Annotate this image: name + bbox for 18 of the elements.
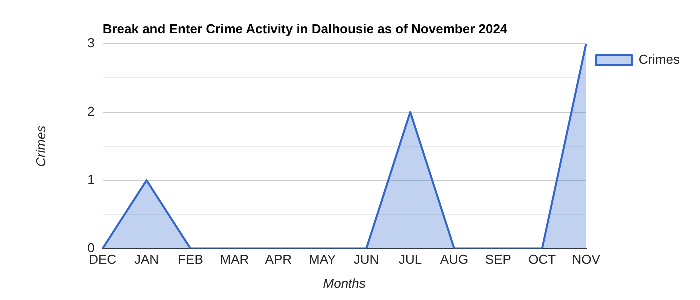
y-tick-label: 2 — [88, 104, 95, 119]
x-tick-label: FEB — [178, 252, 204, 268]
x-axis-title: Months — [323, 276, 366, 291]
x-tick-label: JAN — [134, 252, 160, 268]
y-axis-title: Crimes — [33, 125, 48, 167]
chart-title: Break and Enter Crime Activity in Dalhousie as of November 2024 — [102, 22, 508, 37]
x-tick-label: AUG — [440, 252, 469, 268]
x-tick-label: JUL — [398, 252, 422, 268]
y-tick-label: 1 — [88, 172, 95, 188]
x-tick-label: SEP — [485, 252, 512, 268]
x-tick-label: JUN — [354, 252, 380, 268]
y-tick-label: 3 — [88, 36, 95, 51]
legend-label: Crimes — [638, 52, 680, 68]
x-tick-label: OCT — [528, 252, 556, 268]
x-tick-label: APR — [265, 252, 292, 268]
x-tick-label: NOV — [572, 252, 601, 268]
x-tick-label: MAR — [220, 252, 250, 268]
x-tick-label: MAY — [308, 252, 337, 268]
